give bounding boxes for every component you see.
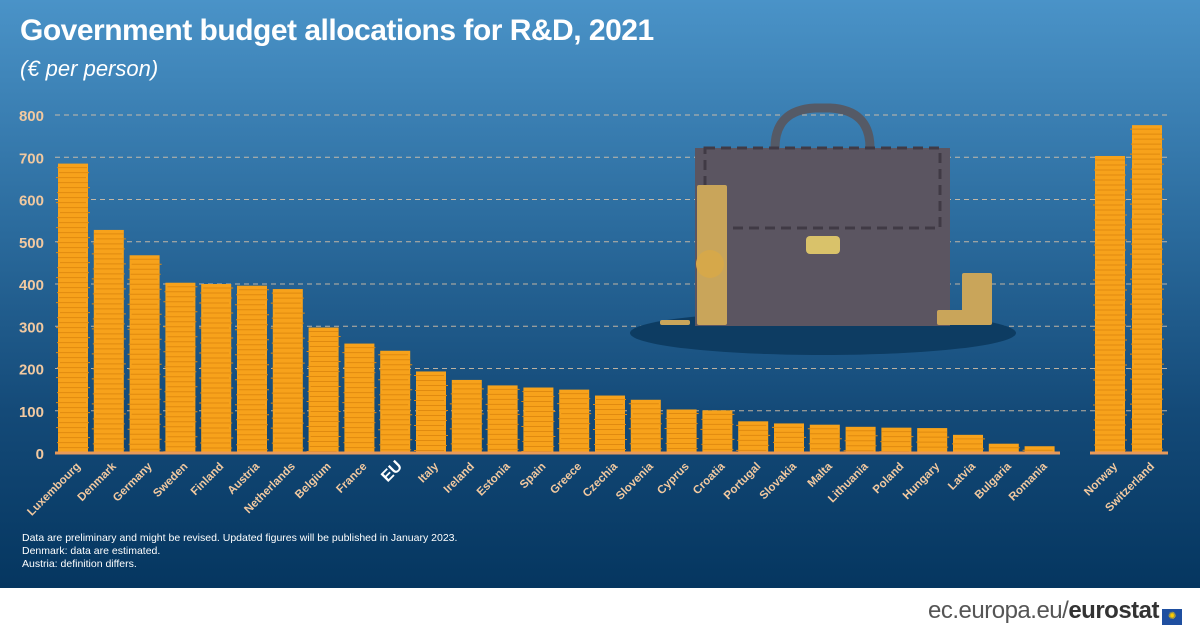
bar-latvia (952, 434, 985, 453)
bar-hungary (915, 428, 950, 453)
bar-portugal (736, 421, 771, 453)
x-tick-label: Poland (871, 461, 907, 497)
bar-malta (807, 424, 842, 453)
bar (666, 409, 697, 453)
y-tick-label: 700 (19, 150, 44, 167)
bar (58, 163, 88, 453)
bar (344, 343, 375, 453)
bar (630, 399, 661, 453)
y-tick-label: 200 (19, 362, 44, 379)
x-tick-label: Germany (111, 460, 155, 504)
x-tick-label: Portugal (722, 461, 763, 502)
chart-panel (0, 0, 1200, 588)
bar-italy (414, 371, 448, 453)
bar (702, 410, 733, 453)
x-tick-label: Sweden (151, 461, 190, 500)
y-tick-label: 300 (19, 319, 44, 336)
bar-croatia (700, 410, 735, 453)
bar (93, 229, 124, 453)
x-tick-label: Cyprus (655, 461, 692, 498)
bar (272, 289, 303, 453)
y-tick-label: 600 (19, 193, 44, 210)
chart-subtitle: (€ per person) (20, 56, 159, 81)
bar-netherlands (270, 289, 305, 453)
bar-greece (557, 389, 592, 453)
bar-belgium (306, 327, 341, 453)
x-tick-label: Slovenia (614, 460, 656, 502)
y-tick-label: 800 (19, 108, 44, 125)
x-tick-label: Estonia (475, 460, 513, 498)
bar-estonia (485, 385, 520, 453)
x-tick-label: Latvia (946, 460, 978, 492)
bar-luxembourg (56, 163, 90, 454)
bar (308, 327, 339, 453)
x-tick-label: Austria (226, 460, 263, 497)
bar-slovenia (628, 399, 663, 453)
bar-czechia (593, 395, 627, 453)
bar (738, 421, 769, 453)
footnote: Austria: definition differs. (22, 558, 137, 570)
bar (523, 387, 554, 453)
x-tick-label: Greece (548, 461, 584, 497)
x-tick-label: France (334, 461, 369, 496)
briefcase-illustration (630, 103, 1016, 355)
bar-poland (879, 427, 914, 453)
y-tick-label: 0 (36, 446, 44, 463)
x-tick-label: Belgium (293, 461, 334, 502)
bar (988, 443, 1019, 453)
y-tick-label: 500 (19, 235, 44, 252)
bar (380, 350, 411, 453)
bar (165, 282, 196, 453)
bar-ireland (449, 379, 484, 453)
x-tick-label: Malta (806, 460, 836, 490)
footnote: Denmark: data are estimated. (22, 545, 161, 557)
x-tick-label: Spain (518, 461, 549, 492)
x-tick-label: Finland (189, 461, 226, 498)
x-tick-label: Ireland (442, 461, 477, 496)
footnote: Data are preliminary and might be revise… (22, 532, 458, 544)
x-tick-label: Lithuania (826, 460, 871, 505)
x-tick-label: Romania (1007, 460, 1050, 503)
bar-austria (235, 285, 269, 453)
bar (774, 423, 804, 453)
bar-germany (127, 255, 162, 453)
bar-chart: 0100200300400500600700800LuxembourgDenma… (19, 103, 1170, 519)
bar-norway (1093, 155, 1127, 454)
bar (1024, 446, 1055, 453)
x-tick-label: Croatia (691, 460, 728, 497)
bar-lithuania (843, 426, 878, 453)
footnotes: Data are preliminary and might be revise… (22, 532, 457, 571)
bar-sweden (163, 282, 198, 453)
bar (559, 389, 590, 453)
chart-title: Government budget allocations for R&D, 2… (20, 14, 654, 47)
bar-eu (378, 350, 413, 453)
x-tick-label: Italy (416, 460, 441, 485)
x-tick-label: Luxembourg (25, 461, 83, 519)
x-tick-label: Norway (1082, 460, 1120, 498)
bar-slovakia (772, 423, 806, 453)
y-tick-label: 100 (19, 404, 44, 421)
bar (451, 379, 482, 453)
eu-flag-icon: ✺ (1162, 609, 1182, 625)
bar-romania (1022, 446, 1055, 453)
x-tick-label: EU (378, 458, 406, 486)
bar-switzerland (1130, 125, 1164, 453)
eurostat-logo[interactable]: ec.europa.eu/eurostat ✺ (928, 597, 1182, 625)
x-tick-label: Slovakia (758, 460, 800, 502)
y-tick-label: 400 (19, 277, 44, 294)
bar-cyprus (664, 409, 699, 453)
bar-finland (199, 284, 234, 453)
bar-spain (521, 387, 556, 453)
x-tick-label: Hungary (901, 460, 943, 502)
bar-denmark (91, 229, 126, 453)
bar-france (342, 343, 377, 454)
